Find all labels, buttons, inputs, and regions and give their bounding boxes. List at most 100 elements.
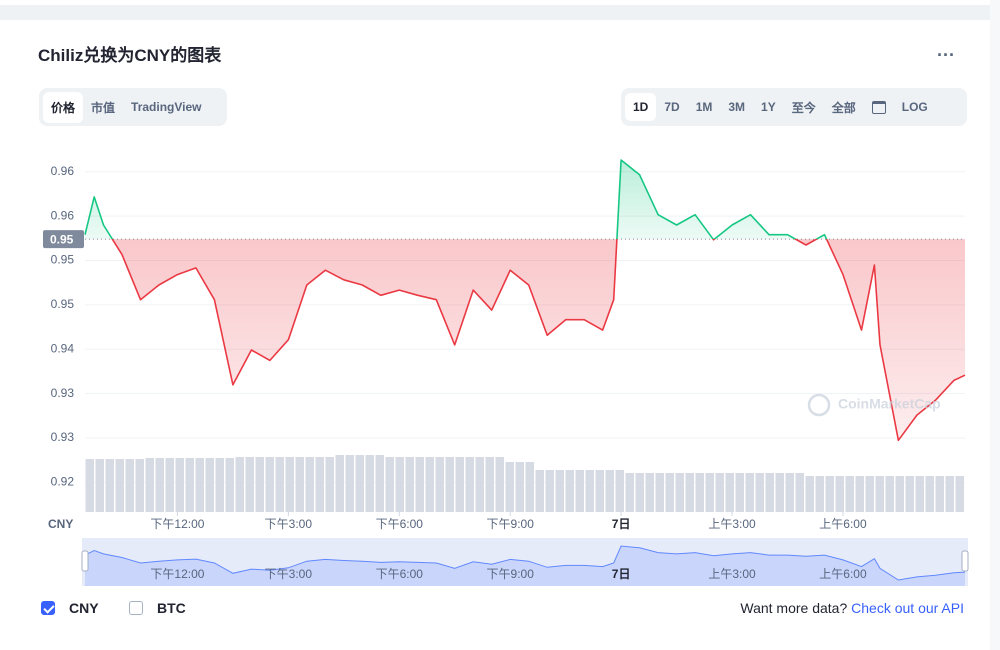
volume-bar [515,462,524,512]
volume-bar [135,459,144,512]
y-axis-label: CNY [48,517,73,531]
volume-bar [655,473,664,512]
navigator-handle[interactable] [81,550,89,572]
range-button[interactable]: 3M [728,100,746,114]
y-tick-label: 0.95 [51,253,75,267]
volume-bar [445,457,454,512]
volume-bar [235,457,244,512]
volume-bar [355,455,364,512]
volume-bar [95,459,104,512]
tab[interactable]: 价格 [43,91,84,123]
volume-bar [775,473,784,512]
legend-label: BTC [157,600,186,616]
volume-bar [285,457,294,512]
volume-bar [295,457,304,512]
navigator-tick-label: 下午6:00 [376,567,424,581]
chart-title: Chiliz兑换为CNY的图表 [38,46,222,65]
volume-bar [225,458,234,512]
volume-bar [405,457,414,512]
legend-item[interactable]: CNY [41,600,99,616]
log-button[interactable]: LOG [901,100,928,114]
volume-bar [255,457,264,512]
volume-bar [915,476,924,512]
navigator-line [84,545,966,581]
x-tick-label: 下午6:00 [376,517,424,531]
volume-bar [415,457,424,512]
navigator-handle[interactable] [961,550,969,572]
navigator-area [85,546,965,586]
calendar-icon[interactable] [871,100,886,114]
y-tick-label: 0.93 [51,386,75,400]
volume-bar [365,455,374,512]
checkbox[interactable] [41,601,55,615]
volume-bar [505,462,514,512]
volume-bar [835,476,844,512]
volume-bar [455,457,464,512]
y-tick-label: 0.94 [51,341,75,355]
volume-bar [635,473,644,512]
navigator-tick-label: 下午9:00 [487,567,535,581]
volume-bar [625,473,634,512]
volume-bar [585,470,594,512]
volume-bar [885,476,894,512]
navigator-tick-label: 上午3:00 [708,567,756,581]
volume-bar [815,476,824,512]
checkbox[interactable] [129,601,143,615]
volume-bar [175,458,184,512]
volume-bar [475,457,484,512]
x-tick-label: 下午9:00 [487,517,535,531]
volume-bar [555,470,564,512]
volume-bar [795,473,804,512]
range-button[interactable]: 至今 [791,100,816,115]
volume-bar [615,470,624,512]
volume-bar [395,457,404,512]
tab[interactable]: 市值 [91,100,116,115]
range-button[interactable]: 全部 [831,100,856,115]
y-tick-label: 0.95 [51,297,75,311]
volume-bar [385,457,394,512]
navigator-tick-label: 上午6:00 [819,567,867,581]
volume-bar [765,473,774,512]
range-button[interactable]: 1Y [761,100,776,114]
volume-bar [205,458,214,512]
volume-bar [855,476,864,512]
volume-bar [685,473,694,512]
volume-bar [945,476,954,512]
volume-bar [485,457,494,512]
volume-bar [545,470,554,512]
volume-bar [265,457,274,512]
range-button[interactable]: 1D [625,93,657,121]
x-tick-label: 上午6:00 [819,517,867,531]
volume-bar [935,476,944,512]
volume-bar [955,476,964,512]
volume-bar [905,476,914,512]
range-button[interactable]: 7D [664,100,680,114]
legend-label: CNY [69,600,99,616]
more-menu[interactable]: ... [937,40,956,60]
volume-bar [595,470,604,512]
x-tick-label: 上午3:00 [708,517,756,531]
volume-bar [495,457,504,512]
volume-bar [105,459,114,512]
volume-bar [865,476,874,512]
volume-bar [325,457,334,512]
volume-bar [805,476,814,512]
navigator-tick-label: 下午12:00 [150,567,204,581]
y-tick-label: 0.92 [51,475,75,489]
baseline-label: 0.95 [50,232,74,246]
volume-bar [245,457,254,512]
volume-bar [195,458,204,512]
api-link[interactable]: Check out our API [851,600,964,616]
volume-bar [755,473,764,512]
top-strip [0,5,990,20]
volume-bar [735,473,744,512]
volume-bar [85,459,94,512]
legend-item[interactable]: BTC [129,600,186,616]
tab[interactable]: TradingView [131,100,202,114]
volume-bar [465,457,474,512]
volume-bar [705,473,714,512]
baseline-badge [43,230,84,249]
range-button[interactable]: 1M [695,100,713,114]
